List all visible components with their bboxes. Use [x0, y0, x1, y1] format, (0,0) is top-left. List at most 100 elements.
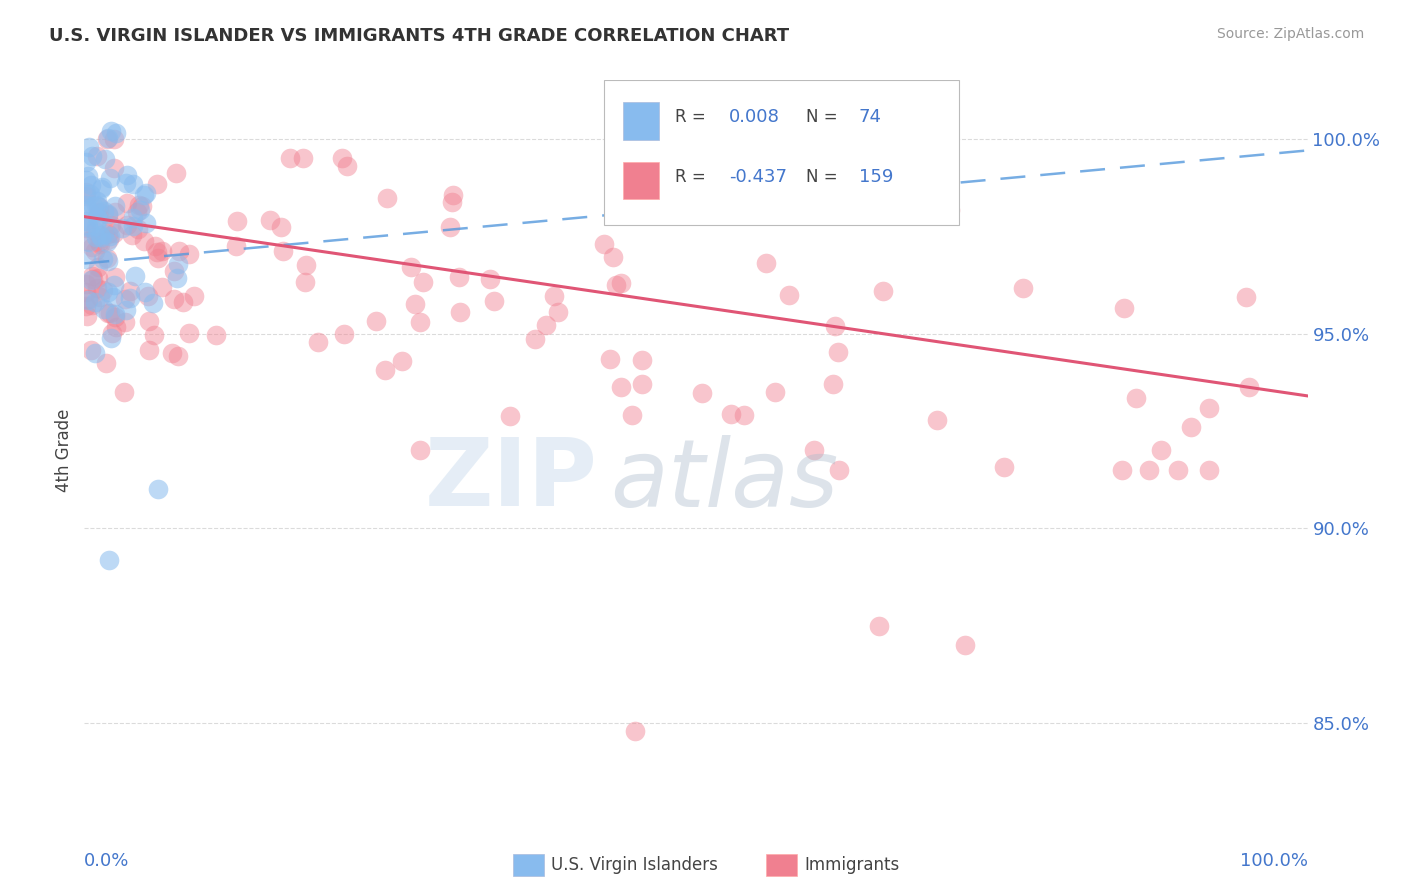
Point: [104, 199, 127, 213]
Point: [82, 199, 104, 213]
Point: [330, 151, 353, 165]
Point: [599, 351, 621, 366]
Point: [136, 288, 159, 302]
Point: [84, 346, 107, 360]
Point: [292, 151, 315, 165]
Point: [80, 149, 103, 163]
Point: [536, 318, 558, 332]
Point: [89, 290, 111, 304]
Point: [135, 186, 157, 200]
Point: [602, 250, 624, 264]
Point: [86, 194, 108, 208]
Point: [150, 280, 173, 294]
Point: [104, 205, 127, 219]
Point: [143, 238, 166, 252]
Point: [104, 307, 127, 321]
Point: [98, 231, 121, 245]
Point: [93, 227, 115, 241]
Point: [271, 244, 294, 258]
Point: [259, 212, 281, 227]
Point: [183, 289, 205, 303]
Point: [547, 305, 569, 319]
Point: [76, 218, 98, 232]
Point: [1198, 463, 1220, 477]
Point: [1111, 463, 1133, 477]
Point: [117, 168, 139, 182]
Point: [90, 182, 112, 196]
Point: [121, 227, 143, 242]
Point: [76, 202, 98, 216]
Text: Source: ZipAtlas.com: Source: ZipAtlas.com: [1216, 27, 1364, 41]
Point: [77, 293, 100, 307]
Point: [439, 219, 461, 234]
Point: [82, 298, 104, 312]
Point: [1112, 301, 1135, 315]
Point: [127, 205, 149, 219]
Point: [1167, 463, 1189, 477]
Point: [132, 188, 155, 202]
Point: [134, 234, 156, 248]
Point: [105, 319, 128, 334]
Point: [443, 187, 465, 202]
Point: [172, 295, 194, 310]
Point: [101, 326, 124, 340]
Text: 100.0%: 100.0%: [1240, 852, 1308, 870]
Point: [114, 176, 136, 190]
Point: [104, 126, 127, 140]
Point: [90, 229, 112, 244]
Point: [872, 284, 894, 298]
Point: [404, 297, 426, 311]
Point: [823, 376, 845, 391]
Point: [720, 407, 742, 421]
Point: [1237, 380, 1260, 394]
Point: [524, 333, 547, 347]
Point: [98, 229, 121, 244]
Point: [478, 271, 501, 285]
Point: [869, 619, 891, 633]
Point: [409, 315, 432, 329]
Point: [103, 278, 125, 293]
Point: [399, 260, 422, 274]
Point: [163, 292, 186, 306]
Point: [828, 463, 851, 477]
Point: [77, 235, 100, 249]
Text: 74: 74: [859, 108, 882, 127]
Point: [87, 271, 110, 285]
Text: N =: N =: [806, 108, 844, 127]
Point: [94, 356, 117, 370]
Point: [375, 191, 398, 205]
Point: [412, 275, 434, 289]
Text: 159: 159: [859, 168, 893, 186]
Point: [98, 306, 121, 320]
Point: [1198, 401, 1220, 415]
Point: [138, 343, 160, 358]
Point: [89, 227, 111, 242]
Point: [374, 363, 396, 377]
Point: [690, 385, 713, 400]
Point: [146, 177, 169, 191]
Point: [150, 244, 173, 258]
Point: [939, 203, 962, 218]
Point: [280, 151, 302, 165]
Point: [294, 275, 316, 289]
Text: R =: R =: [675, 108, 711, 127]
Point: [91, 252, 114, 266]
Point: [97, 208, 120, 222]
Point: [82, 271, 104, 285]
Point: [447, 269, 470, 284]
Point: [89, 236, 111, 251]
Point: [440, 194, 463, 209]
Point: [755, 256, 778, 270]
Point: [97, 306, 120, 320]
Point: [1125, 391, 1147, 405]
Point: [333, 327, 356, 342]
Point: [101, 290, 124, 304]
Point: [91, 284, 114, 298]
Point: [96, 132, 118, 146]
Point: [89, 200, 111, 214]
Point: [131, 199, 153, 213]
Point: [620, 408, 643, 422]
Point: [610, 380, 633, 394]
Point: [75, 188, 97, 202]
Text: ZIP: ZIP: [425, 434, 598, 526]
